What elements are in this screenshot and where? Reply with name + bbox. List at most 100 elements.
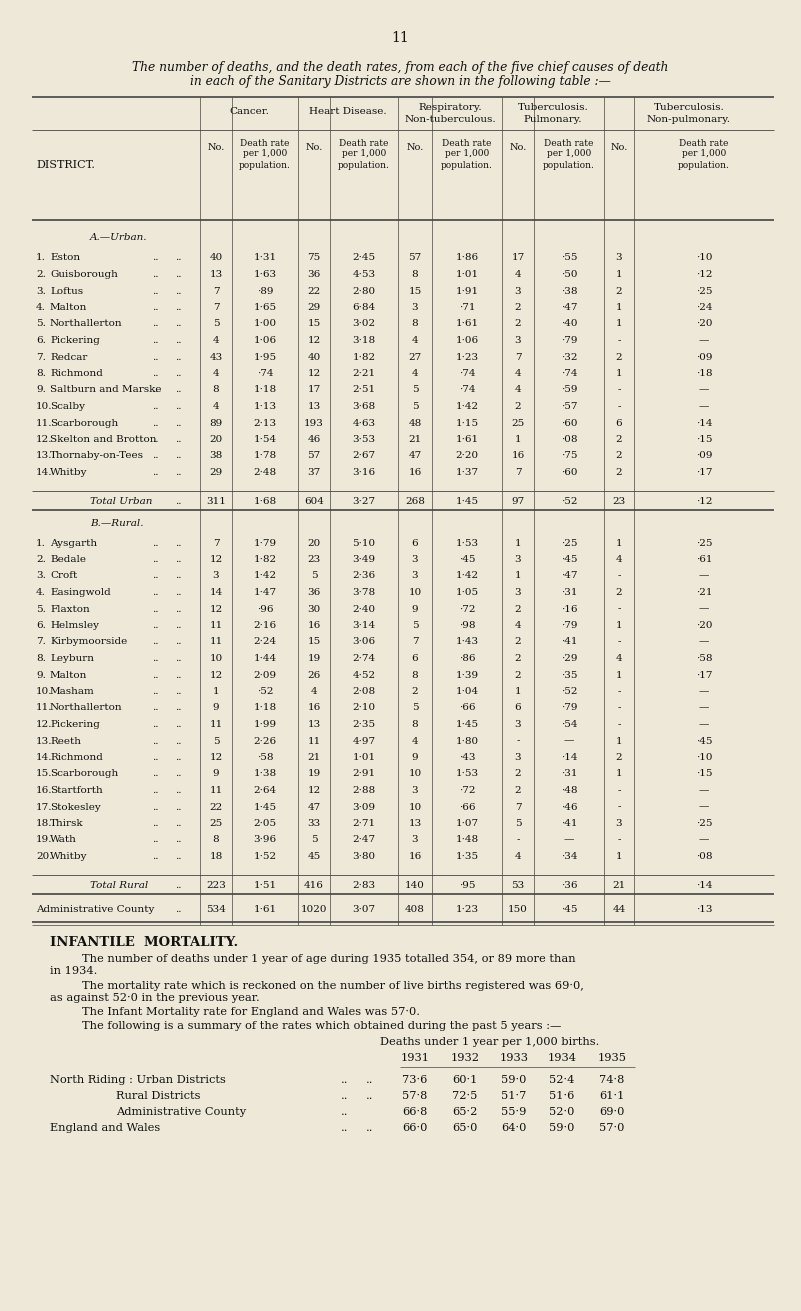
Text: -: - (517, 835, 520, 844)
Text: 1·42: 1·42 (456, 402, 478, 412)
Text: ·09: ·09 (696, 353, 712, 362)
Text: ·14: ·14 (561, 753, 578, 762)
Text: 6: 6 (616, 418, 622, 427)
Text: -: - (618, 687, 621, 696)
Text: 7: 7 (213, 287, 219, 295)
Text: ·71: ·71 (459, 303, 475, 312)
Text: ..: .. (175, 336, 181, 345)
Text: 57·0: 57·0 (599, 1124, 625, 1133)
Text: 408: 408 (405, 906, 425, 915)
Text: Malton: Malton (50, 303, 87, 312)
Text: 3: 3 (412, 835, 418, 844)
Text: 25: 25 (511, 418, 525, 427)
Text: 13: 13 (308, 402, 320, 412)
Text: 1·45: 1·45 (456, 720, 478, 729)
Text: per 1,000: per 1,000 (342, 149, 386, 159)
Text: 2: 2 (515, 637, 521, 646)
Text: ..: .. (175, 787, 181, 794)
Text: 52·0: 52·0 (549, 1106, 574, 1117)
Text: ·45: ·45 (459, 555, 475, 564)
Text: 7: 7 (213, 539, 219, 548)
Text: 12: 12 (209, 604, 223, 614)
Text: 5.: 5. (36, 320, 46, 329)
Text: 1·18: 1·18 (253, 704, 276, 712)
Text: population.: population. (441, 160, 493, 169)
Text: population.: population. (678, 160, 730, 169)
Text: ..: .. (175, 802, 181, 812)
Text: 12: 12 (308, 336, 320, 345)
Text: 33: 33 (308, 819, 320, 829)
Text: 1·80: 1·80 (456, 737, 478, 746)
Text: 9.: 9. (36, 385, 46, 395)
Text: ·47: ·47 (561, 303, 578, 312)
Text: 7.: 7. (36, 637, 46, 646)
Text: 5: 5 (311, 572, 317, 581)
Text: 44: 44 (613, 906, 626, 915)
Text: 22: 22 (209, 802, 223, 812)
Text: 2·10: 2·10 (352, 704, 376, 712)
Text: 1.: 1. (36, 539, 46, 548)
Text: 4: 4 (515, 270, 521, 279)
Text: 6·84: 6·84 (352, 303, 376, 312)
Text: 1·47: 1·47 (253, 589, 276, 597)
Text: 1.: 1. (36, 253, 46, 262)
Text: 1·15: 1·15 (456, 418, 478, 427)
Text: ·66: ·66 (459, 704, 475, 712)
Text: 48: 48 (409, 418, 421, 427)
Text: 1·35: 1·35 (456, 852, 478, 861)
Text: Aysgarth: Aysgarth (50, 539, 97, 548)
Text: ·24: ·24 (696, 303, 712, 312)
Text: ·29: ·29 (561, 654, 578, 663)
Text: ..: .. (175, 572, 181, 581)
Text: 1: 1 (515, 687, 521, 696)
Text: 1·13: 1·13 (253, 402, 276, 412)
Text: ·58: ·58 (696, 654, 712, 663)
Text: 29: 29 (209, 468, 223, 477)
Text: 11.: 11. (36, 704, 53, 712)
Text: 66·0: 66·0 (402, 1124, 428, 1133)
Text: -: - (618, 402, 621, 412)
Text: 4: 4 (616, 555, 622, 564)
Text: ..: .. (151, 835, 159, 844)
Text: -: - (618, 385, 621, 395)
Text: 23: 23 (308, 555, 320, 564)
Text: as against 52·0 in the previous year.: as against 52·0 in the previous year. (50, 992, 260, 1003)
Text: 14.: 14. (36, 753, 53, 762)
Text: 4: 4 (412, 737, 418, 746)
Text: 1·05: 1·05 (456, 589, 478, 597)
Text: ..: .. (341, 1091, 348, 1101)
Text: No.: No. (610, 143, 628, 152)
Text: 1·65: 1·65 (253, 303, 276, 312)
Text: 1·48: 1·48 (456, 835, 478, 844)
Text: No.: No. (305, 143, 323, 152)
Text: —: — (698, 572, 709, 581)
Text: 4: 4 (515, 852, 521, 861)
Text: Thornaby-on-Tees: Thornaby-on-Tees (50, 451, 144, 460)
Text: 4: 4 (616, 654, 622, 663)
Text: 9: 9 (412, 604, 418, 614)
Text: 52·4: 52·4 (549, 1075, 574, 1086)
Text: 3·49: 3·49 (352, 555, 376, 564)
Text: 311: 311 (206, 497, 226, 506)
Text: 9.: 9. (36, 670, 46, 679)
Text: 1·61: 1·61 (456, 435, 478, 444)
Text: 51·6: 51·6 (549, 1091, 574, 1101)
Text: ..: .. (175, 468, 181, 477)
Text: Death rate: Death rate (240, 139, 290, 148)
Text: 4·97: 4·97 (352, 737, 376, 746)
Text: —: — (698, 336, 709, 345)
Text: 7: 7 (412, 637, 418, 646)
Text: ·25: ·25 (561, 539, 578, 548)
Text: 5·10: 5·10 (352, 539, 376, 548)
Text: Tuberculosis.: Tuberculosis. (517, 102, 589, 111)
Text: 14.: 14. (36, 468, 53, 477)
Text: 1: 1 (616, 770, 622, 779)
Text: ·57: ·57 (561, 402, 578, 412)
Text: 2: 2 (515, 320, 521, 329)
Text: 22: 22 (308, 287, 320, 295)
Text: 2: 2 (515, 670, 521, 679)
Text: Non-tuberculous.: Non-tuberculous. (405, 114, 496, 123)
Text: 2: 2 (515, 402, 521, 412)
Text: ..: .. (175, 368, 181, 378)
Text: -: - (618, 802, 621, 812)
